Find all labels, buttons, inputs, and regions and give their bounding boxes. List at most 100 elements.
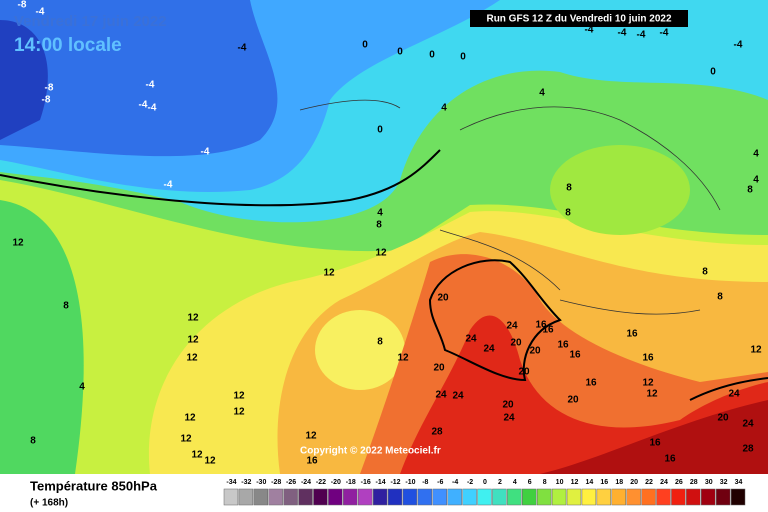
legend-swatch (566, 488, 582, 506)
contour-label: -4 (139, 100, 148, 111)
contour-label: 8 (30, 436, 36, 447)
legend-tick-label: 22 (645, 479, 653, 486)
legend-tick-label: 18 (615, 479, 623, 486)
legend-tick-label: 20 (630, 479, 638, 486)
contour-label: 12 (323, 268, 335, 279)
contour-label: 12 (233, 407, 245, 418)
contour-label: 24 (503, 413, 515, 424)
contour-label: 12 (204, 456, 216, 467)
legend-swatch (522, 488, 537, 506)
legend-title: Température 850hPa (30, 478, 158, 493)
zone-minus-6 (0, 0, 278, 157)
contour-label: 24 (742, 419, 754, 430)
contour-label: 12 (186, 353, 198, 364)
contour-line (689, 377, 768, 401)
contour-label: 8 (63, 301, 69, 312)
contour-label: -4 (618, 28, 627, 39)
legend-swatch (372, 488, 388, 506)
contour-label: 8 (717, 292, 723, 303)
contour-label: -8 (18, 0, 27, 11)
legend-tick-label: 32 (720, 479, 728, 486)
contour-label: 16 (649, 438, 661, 449)
legend-tick-label: -20 (331, 479, 341, 486)
contour-label: 16 (585, 378, 597, 389)
legend-swatch (551, 488, 567, 506)
contour-label: 0 (429, 50, 435, 61)
contour-label: 20 (567, 395, 579, 406)
legend-tick-label: 12 (571, 479, 579, 486)
contour-line (0, 149, 441, 207)
contour-label: -4 (660, 28, 669, 39)
contour-label: -8 (42, 95, 51, 106)
legend-tick-label: -28 (271, 479, 281, 486)
legend-tick-label: -22 (316, 479, 326, 486)
contour-label: 16 (557, 340, 569, 351)
legend-tick-label: -18 (346, 479, 356, 486)
contour-label: 12 (397, 353, 409, 364)
contour-label: 12 (187, 313, 199, 324)
contour-label: 8 (376, 220, 382, 231)
legend-swatch (671, 488, 686, 506)
legend-swatch (656, 488, 671, 506)
contour-label: 12 (646, 389, 658, 400)
contour-label: 4 (753, 149, 759, 160)
contour-label: 24 (506, 321, 518, 332)
contour-label: 16 (542, 325, 554, 336)
contour-line (428, 259, 562, 382)
legend-tick-label: 14 (586, 479, 594, 486)
legend-tick-label: 24 (660, 479, 668, 486)
contour-label: 16 (642, 353, 654, 364)
legend-swatch (357, 488, 373, 506)
legend-swatch (701, 488, 716, 506)
contour-label: 4 (441, 103, 447, 114)
contour-label: 12 (233, 391, 245, 402)
legend-tick-label: -4 (452, 479, 458, 486)
legend-swatch (715, 488, 731, 506)
contour-label: -4 (164, 180, 173, 191)
contour-label: 16 (569, 350, 581, 361)
contour-label: 16 (535, 320, 547, 331)
legend-swatch (596, 488, 612, 506)
contour-label: 12 (184, 413, 196, 424)
legend-tick-label: 16 (600, 479, 608, 486)
legend-tick-label: 26 (675, 479, 683, 486)
contour-label: 0 (710, 67, 716, 78)
contour-label: 12 (305, 431, 317, 442)
legend-tick-label: -32 (241, 479, 251, 486)
legend-tick-label: -16 (361, 479, 371, 486)
legend-swatch (611, 488, 626, 506)
legend-tick-label: -8 (422, 479, 428, 486)
legend-swatch (477, 488, 492, 506)
contour-label: 24 (465, 334, 477, 345)
zone-28 (540, 400, 768, 474)
legend-tick-label: 8 (543, 479, 547, 486)
contour-label: 4 (753, 175, 759, 186)
contour-label: 20 (717, 413, 729, 424)
legend-tick-label: -30 (256, 479, 266, 486)
contour-label: 0 (460, 52, 466, 63)
contour-label: -8 (45, 83, 54, 94)
legend-tick-label: 10 (556, 479, 564, 486)
legend-swatch (387, 488, 403, 506)
contour-label: 16 (626, 329, 638, 340)
legend-tick-label: -10 (405, 479, 415, 486)
contour-label: 12 (187, 335, 199, 346)
contour-label: 8 (566, 183, 572, 194)
run-text: Run GFS 12 Z du Vendredi 10 juin 2022 (486, 14, 671, 25)
legend-swatch (730, 488, 746, 506)
legend-swatch (432, 488, 447, 506)
legend-tick-label: 30 (705, 479, 713, 486)
contour-label: 20 (433, 363, 445, 374)
contour-label: 12 (12, 238, 24, 249)
legend-swatch (626, 488, 641, 506)
legend-tick-label: -24 (301, 479, 311, 486)
contour-label: 20 (502, 400, 514, 411)
contour-label: 8 (565, 208, 571, 219)
zone-minus-8 (0, 20, 48, 140)
legend-tick-label: -12 (390, 479, 400, 486)
legend-swatch (507, 488, 522, 506)
legend-swatch (313, 488, 328, 506)
legend-swatch (343, 488, 358, 506)
